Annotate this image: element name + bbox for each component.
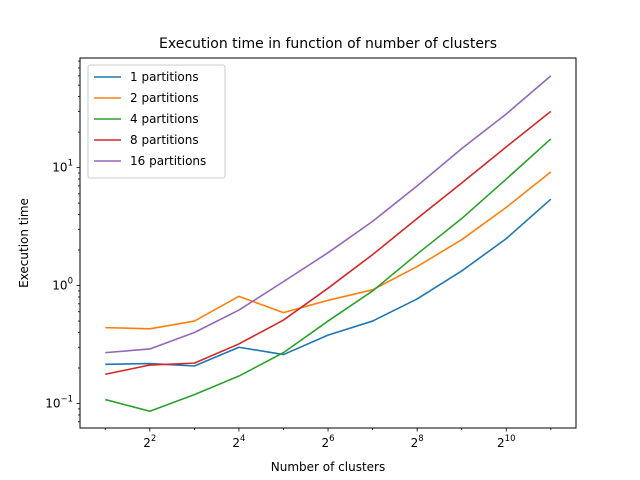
series-line-2 (105, 171, 552, 330)
x-axis-ticks: 22 24 26 28 210 (104, 428, 552, 450)
series-line-1 (105, 198, 552, 367)
x-tick-label: 210 (497, 434, 515, 450)
y-axis-label: Execution time (17, 198, 31, 288)
x-tick-label: 28 (411, 434, 424, 450)
y-axis-ticks: 10−1 100 101 (45, 60, 80, 423)
legend-label-3: 4 partitions (130, 112, 199, 126)
y-tick-label: 100 (52, 277, 73, 293)
legend-label-1: 1 partitions (130, 70, 199, 84)
x-tick-label: 24 (232, 434, 245, 450)
series-line-4 (105, 110, 552, 376)
y-tick-label: 10−1 (45, 395, 73, 411)
legend-label-4: 8 partitions (130, 133, 199, 147)
x-axis-label: Number of clusters (271, 460, 385, 474)
x-tick-label: 22 (143, 434, 156, 450)
chart-title: Execution time in function of number of … (159, 36, 497, 52)
legend-label-5: 16 partitions (130, 154, 206, 168)
legend-label-2: 2 partitions (130, 91, 199, 105)
series-line-3 (105, 138, 552, 413)
series-line-5 (105, 75, 552, 354)
y-tick-label: 101 (52, 159, 73, 175)
legend-box (87, 64, 226, 179)
legend: 1 partitions 2 partitions 4 partitions 8 pa… (87, 64, 226, 179)
x-tick-label: 26 (322, 434, 335, 450)
plot-area (105, 75, 552, 413)
